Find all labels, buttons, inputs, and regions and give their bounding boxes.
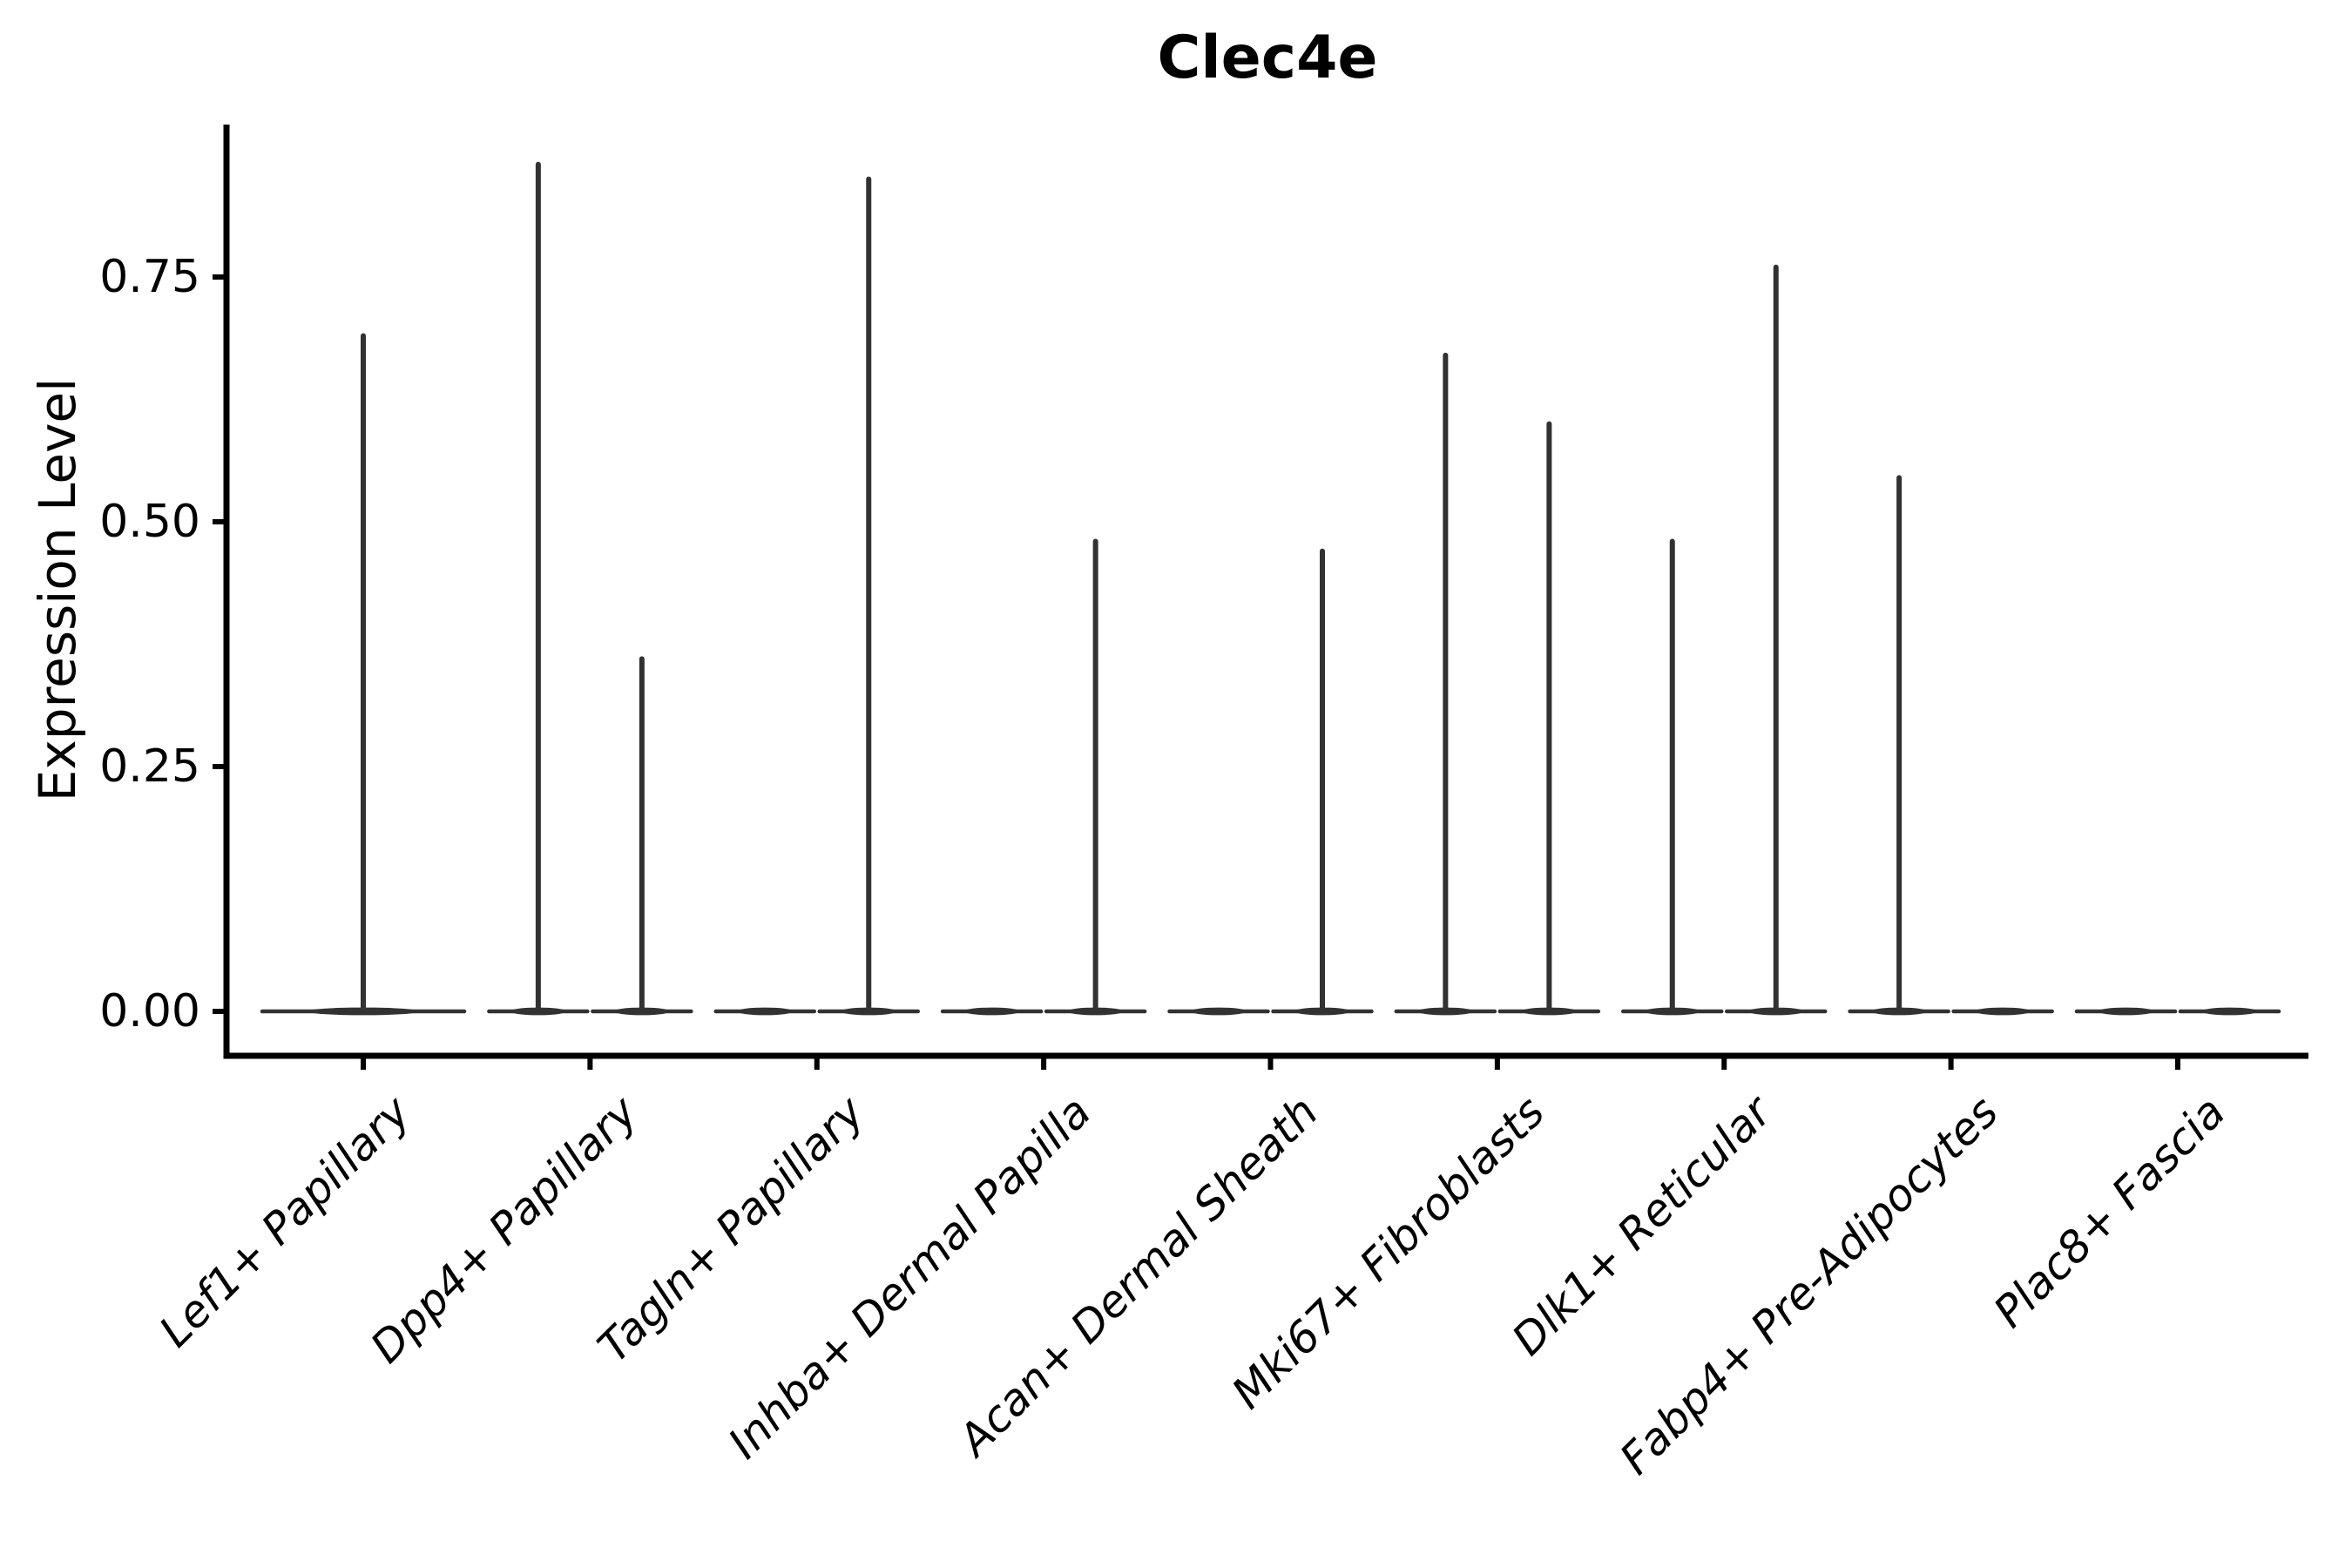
violin-bulge: [1190, 1007, 1247, 1016]
violin-bulge: [737, 1007, 794, 1016]
violin-bulge: [2098, 1007, 2154, 1016]
y-tick-label: 0.75: [99, 251, 200, 303]
violin-bulge: [963, 1007, 1020, 1016]
y-tick-label: 0.50: [99, 496, 200, 548]
y-tick-label: 0.00: [99, 985, 200, 1037]
violin-bulge: [1974, 1007, 2031, 1016]
violin-bulge: [2201, 1007, 2258, 1016]
y-tick-label: 0.25: [99, 740, 200, 793]
chart-title: Clec4e: [1157, 24, 1378, 92]
